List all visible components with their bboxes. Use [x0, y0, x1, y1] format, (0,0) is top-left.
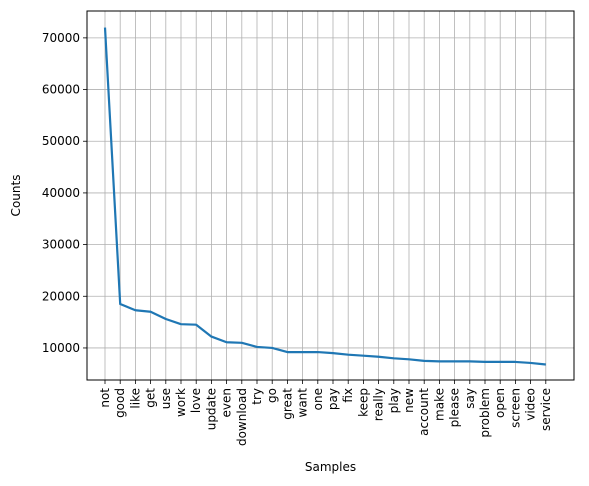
x-tick-label: video: [524, 388, 538, 421]
y-tick-label: 30000: [42, 238, 80, 252]
x-tick-label: new: [402, 388, 416, 413]
x-tick-label: really: [372, 388, 386, 421]
x-tick-label: go: [265, 388, 279, 403]
x-tick-label: problem: [478, 388, 492, 438]
x-tick-label: open: [493, 388, 507, 418]
x-tick-label: keep: [356, 388, 370, 417]
x-tick-label: fix: [341, 388, 355, 403]
x-axis-label: Samples: [305, 460, 356, 474]
y-tick-label: 10000: [42, 341, 80, 355]
series-line: [103, 27, 546, 366]
x-tick-label: make: [432, 388, 446, 421]
x-tick-label: say: [463, 388, 477, 409]
x-tick-label: good: [113, 388, 127, 418]
x-tick-label: like: [128, 388, 142, 409]
x-tick-label: account: [417, 388, 431, 436]
y-axis-label: Counts: [9, 175, 23, 217]
x-tick-label: service: [539, 388, 553, 431]
y-tick-label: 50000: [42, 134, 80, 148]
x-tick-label: want: [296, 388, 310, 418]
y-tick-label: 60000: [42, 83, 80, 97]
x-tick-label: not: [98, 388, 112, 408]
y-tick-label: 40000: [42, 186, 80, 200]
x-tick-label: love: [189, 388, 203, 413]
y-tick-label: 70000: [42, 31, 80, 45]
x-tick-label: work: [174, 388, 188, 417]
x-tick-label: pay: [326, 388, 340, 410]
x-tick-label: even: [220, 388, 234, 417]
x-tick-label: download: [235, 388, 249, 446]
series-layer: [103, 27, 546, 366]
x-tick-label: try: [250, 388, 264, 405]
x-tick-label: use: [159, 388, 173, 409]
x-tick-label: one: [311, 388, 325, 410]
x-tick-label: play: [387, 388, 401, 413]
x-axis: not good like get use work love update even downl…: [98, 380, 553, 446]
x-tick-label: great: [280, 388, 294, 420]
y-axis: 10000 20000 30000 40000 50000 60000 70000: [42, 31, 87, 355]
x-tick-label: get: [144, 388, 158, 408]
x-tick-label: please: [448, 388, 462, 427]
grid-lines: [87, 11, 574, 380]
plot-frame: [86, 10, 575, 381]
y-tick-label: 20000: [42, 289, 80, 303]
x-tick-label: screen: [508, 388, 522, 428]
x-tick-label: update: [204, 388, 218, 430]
